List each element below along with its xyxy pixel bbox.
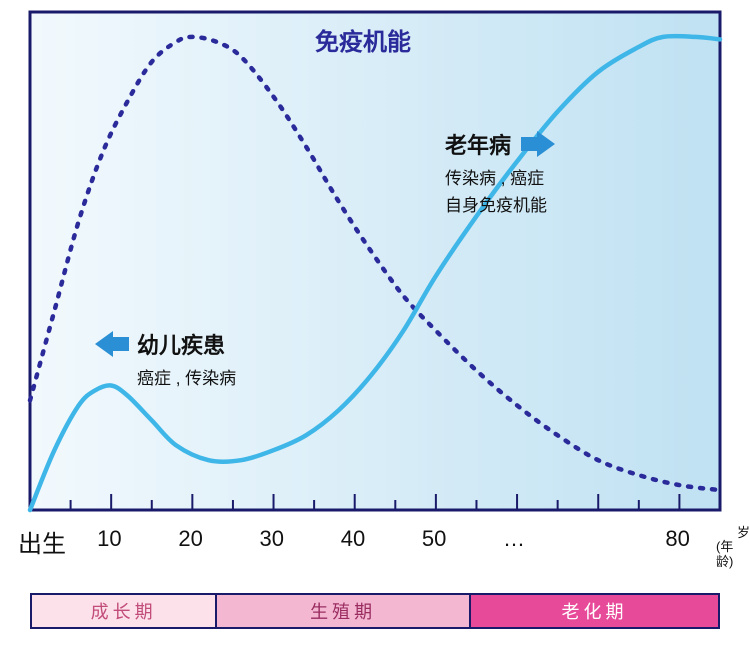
- life-stage-cell: 老化期: [471, 595, 718, 627]
- annotation-child-title: 幼儿疾患: [137, 328, 225, 360]
- axis-x-label: 40: [341, 526, 365, 552]
- axis-x-label: 20: [178, 526, 202, 552]
- axis-x-label: 30: [260, 526, 284, 552]
- annotation-child-sub: 癌症 , 传染病: [137, 364, 236, 389]
- life-stage-cell: 成长期: [32, 595, 217, 627]
- life-stage-bar: 成长期生殖期老化期: [30, 593, 720, 629]
- arrow-left-icon: [95, 331, 129, 357]
- arrow-right-icon: [521, 131, 555, 157]
- life-stage-cell: 生殖期: [217, 595, 471, 627]
- annotation-child: 幼儿疾患 癌症 , 传染病: [95, 328, 236, 389]
- axis-x-label: …: [503, 526, 525, 552]
- axis-x-label: 50: [422, 526, 446, 552]
- axis-unit-1: 岁: [716, 526, 750, 540]
- chart-title: 免疫机能: [315, 22, 411, 57]
- annotation-elderly-sub2: 自身免疫机能: [445, 191, 555, 216]
- immune-chart: 免疫机能 幼儿疾患 癌症 , 传染病 老年病 传染病 , 癌症 自身免疫机能 出…: [0, 0, 750, 645]
- axis-unit-2: (年龄): [716, 540, 750, 569]
- annotation-elderly-title: 老年病: [445, 128, 511, 160]
- axis-x-label: 10: [97, 526, 121, 552]
- annotation-elderly-sub1: 传染病 , 癌症: [445, 164, 555, 189]
- axis-x-label: 80: [665, 526, 689, 552]
- axis-unit-label: 岁 (年龄): [716, 526, 750, 569]
- annotation-elderly: 老年病 传染病 , 癌症 自身免疫机能: [445, 128, 555, 216]
- axis-origin-label: 出生: [18, 524, 66, 559]
